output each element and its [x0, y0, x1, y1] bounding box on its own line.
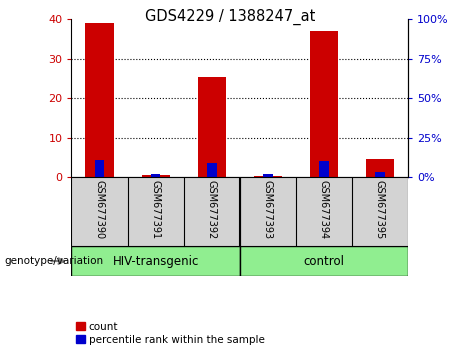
Text: HIV-transgenic: HIV-transgenic	[112, 255, 199, 268]
Bar	[71, 246, 240, 276]
Bar	[366, 159, 394, 177]
Text: GSM677390: GSM677390	[95, 181, 105, 240]
Bar	[263, 174, 272, 177]
Text: GSM677394: GSM677394	[319, 181, 329, 240]
Text: GSM677395: GSM677395	[375, 181, 385, 240]
Text: GSM677391: GSM677391	[151, 181, 160, 240]
Bar	[198, 76, 226, 177]
Bar	[151, 174, 160, 177]
Bar	[207, 163, 217, 177]
Legend: count, percentile rank within the sample: count, percentile rank within the sample	[72, 317, 269, 349]
Bar	[142, 175, 170, 177]
Bar	[319, 161, 329, 177]
Bar	[375, 172, 385, 177]
Bar	[254, 176, 282, 177]
Text: GSM677393: GSM677393	[263, 181, 273, 240]
Text: genotype/variation: genotype/variation	[5, 256, 104, 266]
Bar	[95, 160, 104, 177]
Text: control: control	[303, 255, 344, 268]
Bar	[240, 246, 408, 276]
Text: GDS4229 / 1388247_at: GDS4229 / 1388247_at	[145, 9, 316, 25]
Text: GSM677392: GSM677392	[207, 181, 217, 240]
Bar	[310, 31, 338, 177]
Bar	[85, 23, 113, 177]
